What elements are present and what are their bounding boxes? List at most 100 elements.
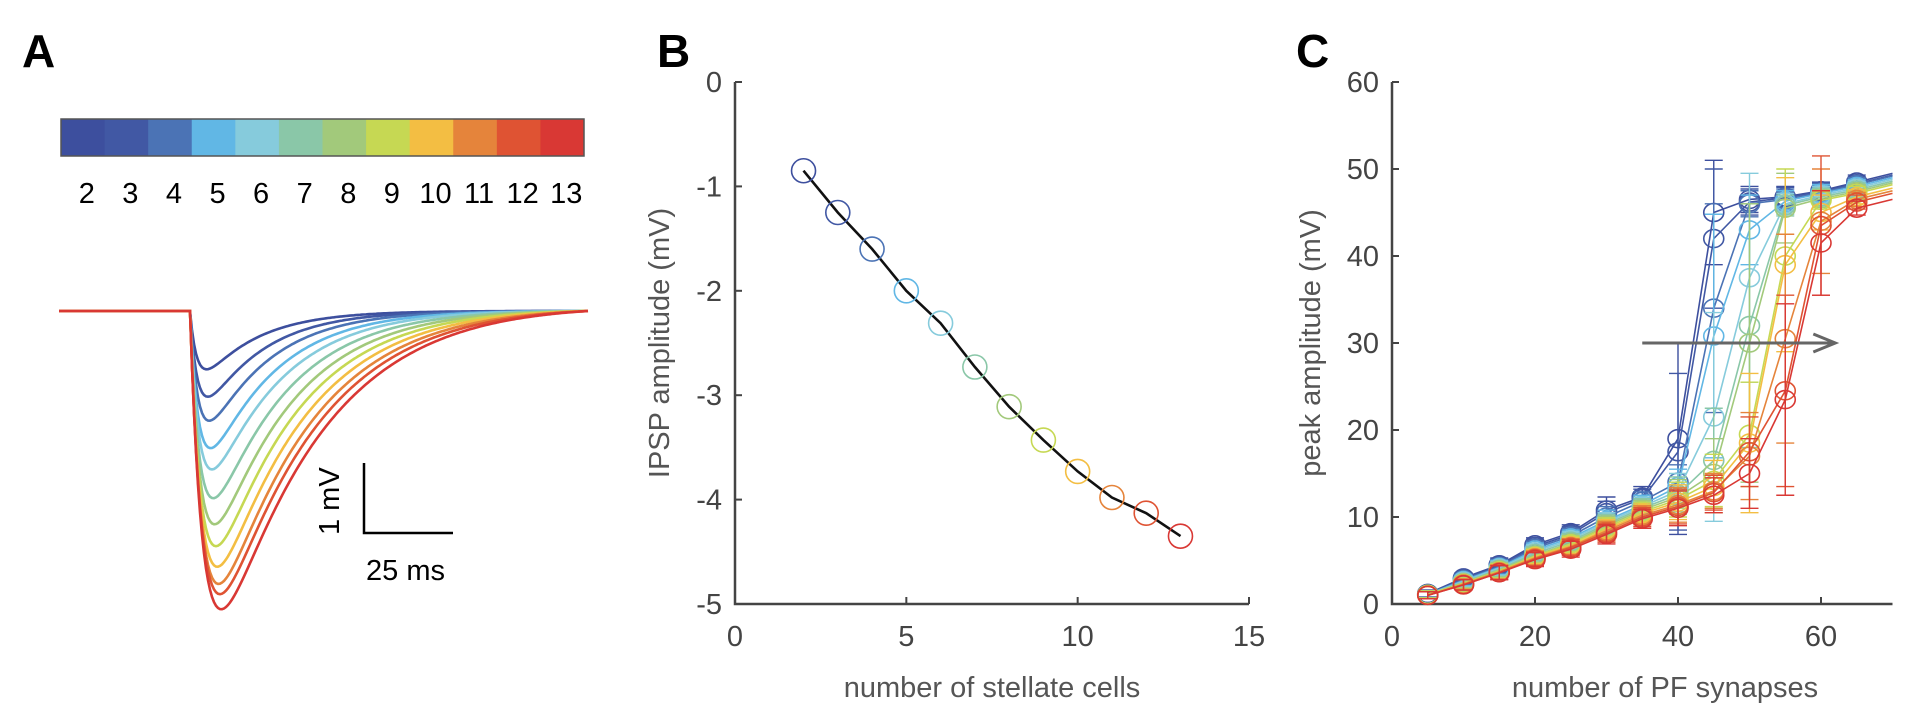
b-data-point	[996, 393, 1022, 420]
colorbar-tick-label: 10	[419, 178, 451, 210]
b-data-point	[962, 354, 988, 380]
b-series-line	[802, 169, 1182, 538]
colorbar-tick-label: 13	[550, 178, 582, 210]
c-series-line	[1427, 182, 1893, 596]
colorbar-tick-label: 4	[166, 178, 182, 210]
shift-arrow-head-icon	[1812, 332, 1840, 354]
c-data-point	[1595, 524, 1618, 545]
panel-label-c: C	[1296, 25, 1329, 77]
b-plot-area	[790, 157, 1194, 549]
trace-4	[59, 309, 588, 423]
c-series-13	[1416, 190, 1893, 606]
colorbar-tick-label: 2	[79, 178, 95, 210]
c-data-point	[1559, 539, 1582, 559]
b-data-point	[1099, 484, 1125, 511]
b-x-tick-label: 0	[727, 621, 743, 653]
scale-bar: 1 mV 25 ms	[314, 463, 453, 587]
c-series-line	[1427, 198, 1893, 597]
colorbar-tick-label: 11	[464, 178, 494, 210]
b-data-point	[1030, 427, 1057, 453]
scale-bar-horizontal-label: 25 ms	[366, 555, 445, 587]
colorbar-tick-label: 12	[506, 178, 538, 210]
c-x-tick-label: 60	[1805, 621, 1837, 653]
c-y-tick-label: 20	[1347, 415, 1379, 447]
colorbar-swatch-5	[191, 119, 236, 156]
c-y-tick-label: 40	[1347, 241, 1379, 273]
colorbar-swatch-3	[104, 119, 149, 156]
c-data-point	[1845, 198, 1868, 218]
colorbar-swatch-8	[322, 119, 367, 156]
b-y-tick-label: -3	[696, 380, 722, 412]
c-series-line	[1427, 192, 1893, 597]
c-axes: 0 20 40 60 0 10 20 30 40 50 60	[1347, 67, 1893, 653]
colorbar-tick-label: 3	[122, 178, 138, 210]
b-y-tick-label: 0	[706, 67, 722, 99]
c-data-point	[1702, 485, 1725, 506]
b-axes: 0 5 10 15 0 -1 -2 -3 -4 -5	[696, 67, 1265, 653]
c-x-tick-label: 0	[1384, 621, 1400, 653]
c-series-line	[1427, 183, 1893, 596]
colorbar-tick-label: 7	[297, 178, 313, 210]
c-y-tick-label: 0	[1363, 589, 1379, 621]
c-series-line	[1427, 180, 1893, 596]
c-data-point	[1667, 441, 1689, 462]
b-y-tick-label: -1	[696, 171, 722, 203]
b-axis-lines	[733, 82, 1249, 606]
c-y-tick-label: 60	[1347, 67, 1379, 99]
c-y-tick-label: 10	[1347, 502, 1379, 534]
colorbar-tick-label: 9	[384, 178, 400, 210]
c-plot-area	[1416, 155, 1893, 606]
b-data-point	[1064, 458, 1091, 485]
c-data-point	[1667, 498, 1689, 519]
scale-bar-lines	[362, 463, 453, 535]
c-data-point	[1524, 549, 1546, 570]
c-series-line	[1427, 174, 1893, 595]
trace-11	[59, 309, 589, 586]
panel-label-a: A	[22, 25, 55, 77]
colorbar-swatch-9	[366, 119, 411, 156]
c-data-point	[1810, 233, 1832, 253]
b-x-tick-label: 5	[898, 621, 914, 653]
b-y-tick-label: -5	[696, 589, 722, 621]
c-x-tick-label: 20	[1519, 621, 1551, 653]
colorbar-swatch-2	[61, 119, 106, 156]
c-y-tick-label: 30	[1347, 328, 1379, 360]
c-x-tick-label: 40	[1662, 621, 1694, 653]
colorbar-swatch-6	[235, 119, 280, 156]
colorbar	[60, 118, 585, 157]
c-data-point	[1416, 585, 1439, 606]
c-y-axis-label: peak amplitude (mV)	[1295, 209, 1327, 477]
b-data-point	[859, 236, 885, 262]
colorbar-swatch-10	[409, 119, 454, 156]
colorbar-ticks: 2 3 4 5 6 7 8 9 10 11 12 13	[79, 178, 583, 210]
colorbar-frame	[60, 118, 585, 157]
c-x-axis-label: number of PF synapses	[1512, 672, 1818, 704]
colorbar-swatch-7	[278, 119, 323, 156]
c-series-line	[1427, 175, 1893, 596]
panel-label-b: B	[657, 25, 690, 77]
c-data-point	[1452, 575, 1475, 595]
colorbar-tick-label: 6	[253, 178, 269, 210]
b-data-point	[927, 310, 954, 336]
b-y-tick-label: -2	[696, 276, 722, 308]
c-series-line	[1427, 187, 1893, 597]
colorbar-swatch-12	[496, 119, 541, 156]
b-data-point	[1133, 500, 1159, 526]
ipsp-traces	[59, 309, 589, 611]
c-data-point	[1738, 463, 1761, 484]
b-x-axis-label: number of stellate cells	[844, 672, 1141, 704]
b-y-tick-label: -4	[696, 485, 722, 517]
c-series-line	[1427, 190, 1893, 597]
panel-a: 2 3 4 5 6 7 8 9 10 11 12 13 1 mV 25 ms	[59, 118, 589, 611]
panel-c: 0 20 40 60 0 10 20 30 40 50 60 number of PF synaps…	[1295, 67, 1893, 704]
b-y-axis-label: IPSP amplitude (mV)	[644, 208, 676, 478]
colorbar-swatch-13	[540, 119, 585, 156]
panel-b: 0 5 10 15 0 -1 -2 -3 -4 -5 number of stellate cel…	[644, 67, 1265, 704]
c-data-point	[1631, 508, 1654, 529]
colorbar-swatch-4	[148, 119, 193, 156]
c-series-line	[1427, 172, 1893, 595]
colorbar-swatch-11	[453, 119, 498, 156]
b-data-point	[790, 157, 817, 184]
c-data-point	[1488, 562, 1511, 583]
